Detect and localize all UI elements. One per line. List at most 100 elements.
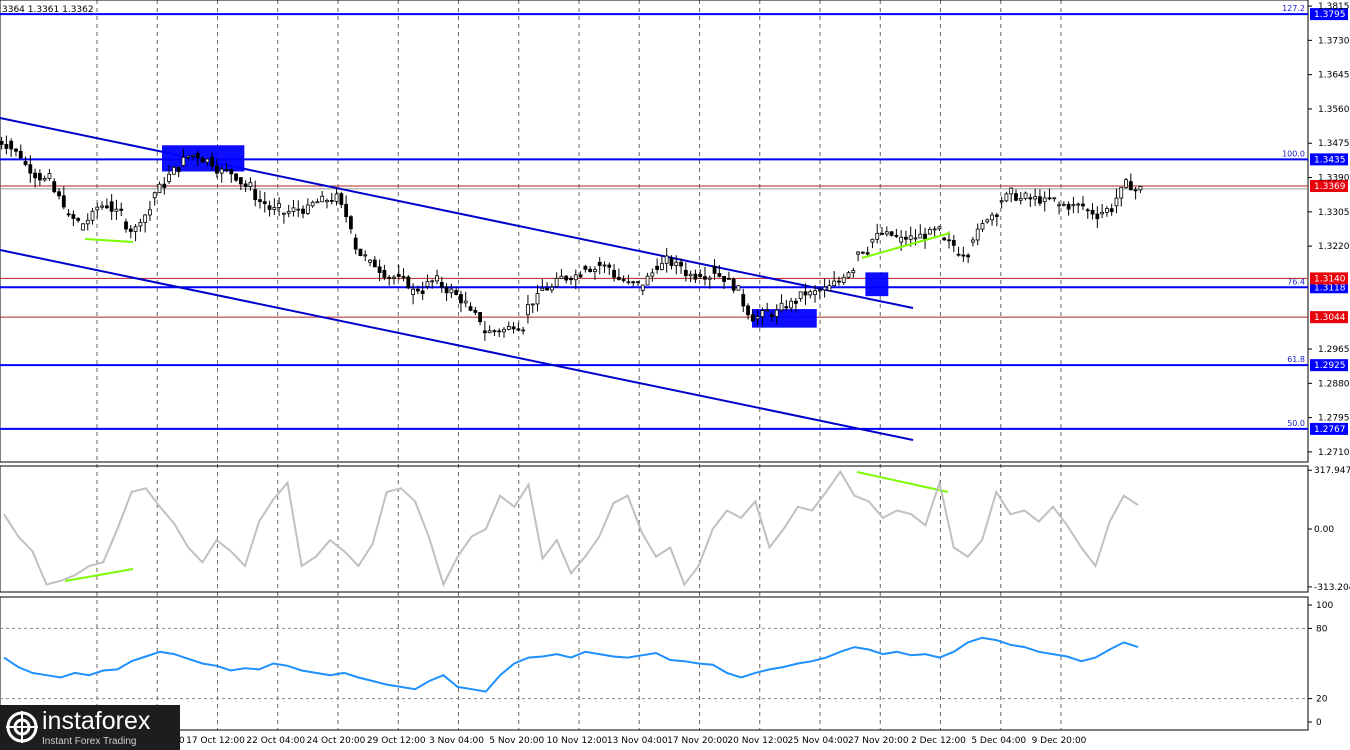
time-label: 17 Oct 12:00 — [186, 736, 245, 746]
time-label: 5 Dec 04:00 — [971, 736, 1026, 746]
candle-body — [1114, 197, 1119, 207]
time-label: 2 Dec 12:00 — [911, 736, 966, 746]
candle-body — [1066, 203, 1071, 210]
time-label: 9 Dec 20:00 — [1032, 736, 1087, 746]
candle-body — [186, 155, 191, 158]
candle-body — [889, 231, 894, 236]
candle-body — [339, 193, 344, 205]
candle-body — [683, 269, 688, 277]
price-tick-label: 1.2710 — [1318, 448, 1350, 458]
candle-body — [1057, 204, 1061, 207]
candle-body — [85, 219, 90, 225]
candle-body — [846, 272, 851, 278]
candle-body — [444, 286, 449, 294]
price-tick-label: 1.3730 — [1318, 36, 1350, 46]
candle-body — [573, 274, 578, 281]
channel-lines — [0, 117, 914, 441]
candle-body — [956, 253, 961, 256]
fib-level-label: 127.2 — [1282, 4, 1305, 13]
candle-body — [315, 201, 320, 204]
price-tick-label: 1.3815 — [1318, 2, 1350, 12]
candle-body — [1052, 197, 1057, 200]
candle-body — [865, 252, 870, 255]
candle-body — [1004, 193, 1009, 202]
candle-body — [942, 237, 947, 241]
candle-body — [904, 236, 908, 240]
candle-body — [932, 228, 937, 231]
time-label: 17 Nov 20:00 — [667, 736, 728, 746]
candle-body — [42, 178, 47, 181]
candle-body — [37, 173, 42, 181]
price-div-1 — [84, 238, 134, 243]
candle-body — [411, 288, 416, 295]
candle-body — [707, 277, 712, 280]
candle-body — [971, 239, 975, 243]
candle-body — [626, 281, 631, 284]
candle-body — [0, 140, 4, 145]
candle-body — [492, 330, 497, 333]
candle-body — [961, 254, 966, 257]
price-tick-label: 1.2880 — [1318, 379, 1350, 389]
zone-bottom-mid — [751, 309, 817, 328]
price-tag — [1310, 153, 1348, 166]
candle-body — [999, 200, 1004, 203]
candle-body — [286, 211, 291, 214]
candle-body — [1071, 204, 1076, 207]
candle-body — [612, 269, 616, 278]
candle-body — [71, 214, 76, 219]
price-tick-label: 1.2965 — [1318, 345, 1350, 355]
candle-body — [808, 291, 813, 296]
candle-body — [722, 275, 727, 282]
candle-body — [856, 251, 860, 255]
candle-body — [631, 281, 636, 284]
time-label: 24 Oct 20:00 — [307, 736, 366, 746]
fib-level-label: 76.4 — [1287, 277, 1305, 286]
candle-body — [918, 233, 923, 239]
ohlc-header: 3364 1.3361 1.3362 — [2, 5, 94, 15]
cci-tick-label: 317.9471 — [1314, 466, 1350, 476]
candle-body — [482, 330, 487, 334]
candle-body — [329, 200, 334, 202]
candle-body — [521, 329, 526, 332]
candle-body — [420, 290, 425, 294]
candle-body — [660, 262, 664, 270]
candle-body — [109, 201, 114, 212]
candle-body — [750, 314, 755, 322]
candle-body — [947, 239, 951, 242]
candle-body — [425, 281, 430, 287]
candle-body — [994, 214, 999, 217]
candle-body — [621, 279, 626, 281]
candle-body — [171, 166, 176, 175]
price-axis: 1.38151.37301.36451.35601.34751.33901.33… — [1308, 2, 1350, 458]
time-label: 5 Nov 20:00 — [489, 736, 544, 746]
candle-body — [588, 268, 593, 273]
candle-body — [224, 169, 229, 171]
candle-body — [463, 300, 468, 304]
candle-body — [822, 286, 827, 291]
candle-body — [81, 223, 85, 231]
candle-body — [28, 164, 33, 174]
candle-body — [18, 150, 23, 159]
candle-body — [473, 309, 478, 313]
candle-body — [143, 214, 148, 223]
candle-body — [545, 287, 549, 291]
candle-body — [669, 257, 674, 266]
candle-body — [1085, 209, 1090, 212]
candle-body — [282, 212, 286, 215]
price-tag-text: 1.3140 — [1314, 274, 1346, 284]
candle-body — [1128, 181, 1133, 191]
price-tag-text: 1.2767 — [1314, 425, 1346, 435]
candle-body — [454, 290, 459, 295]
candle-body — [1109, 208, 1114, 213]
candle-body — [526, 304, 530, 316]
candle-body — [746, 305, 750, 316]
candle-body — [578, 274, 583, 278]
candle-body — [377, 266, 382, 273]
candle-body — [813, 290, 817, 295]
candle-body — [372, 259, 377, 268]
candle-body — [616, 276, 621, 280]
candle-body — [827, 285, 832, 291]
fib-level-label: 50.0 — [1287, 419, 1305, 428]
candle-body — [157, 183, 162, 194]
